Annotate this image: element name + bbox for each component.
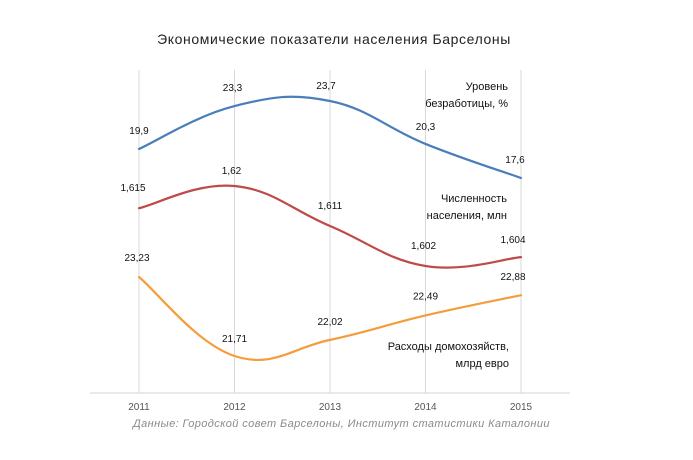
series-name-label: Уровень безработицы, %	[425, 81, 508, 110]
series-name-label: Расходы домохозяйств, млрд евро	[388, 341, 509, 370]
data-label: 23,23	[124, 253, 149, 264]
series-line	[137, 184, 523, 269]
x-tick-label: 2015	[510, 402, 533, 413]
series-lines	[137, 95, 523, 361]
data-label: 1,615	[120, 183, 145, 194]
x-tick-label: 2014	[414, 402, 437, 413]
x-axis-ticks: 2011 2012 2013 2014 2015	[128, 402, 532, 413]
data-label: 22,02	[317, 317, 342, 328]
data-label: 23,7	[316, 81, 336, 92]
data-label: 1,62	[222, 166, 242, 177]
data-label: 22,88	[500, 272, 525, 283]
data-label: 1,611	[318, 201, 343, 212]
series-line	[137, 275, 523, 361]
series-line	[137, 95, 523, 180]
data-label: 20,3	[416, 122, 436, 133]
data-label: 1,602	[411, 241, 436, 252]
x-tick-label: 2013	[319, 402, 342, 413]
data-label: 22,49	[413, 291, 438, 302]
data-label: 19,9	[129, 126, 149, 137]
data-label: 21,71	[222, 334, 247, 345]
series-name-label: Численность населения, млн	[427, 193, 508, 222]
x-tick-label: 2012	[223, 402, 246, 413]
data-label: 17,6	[505, 155, 525, 166]
source-note: Данные: Городской совет Барселоны, Инсти…	[131, 418, 550, 430]
data-label: 1,604	[500, 235, 525, 246]
data-label: 23,3	[223, 83, 243, 94]
x-tick-label: 2011	[128, 402, 150, 413]
chart-title: Экономические показатели населения Барсе…	[157, 31, 511, 47]
vertical-gridlines	[138, 70, 522, 393]
data-labels: 19,9 23,3 23,7 20,3 17,6 Уровень безработицы, …	[120, 81, 525, 370]
